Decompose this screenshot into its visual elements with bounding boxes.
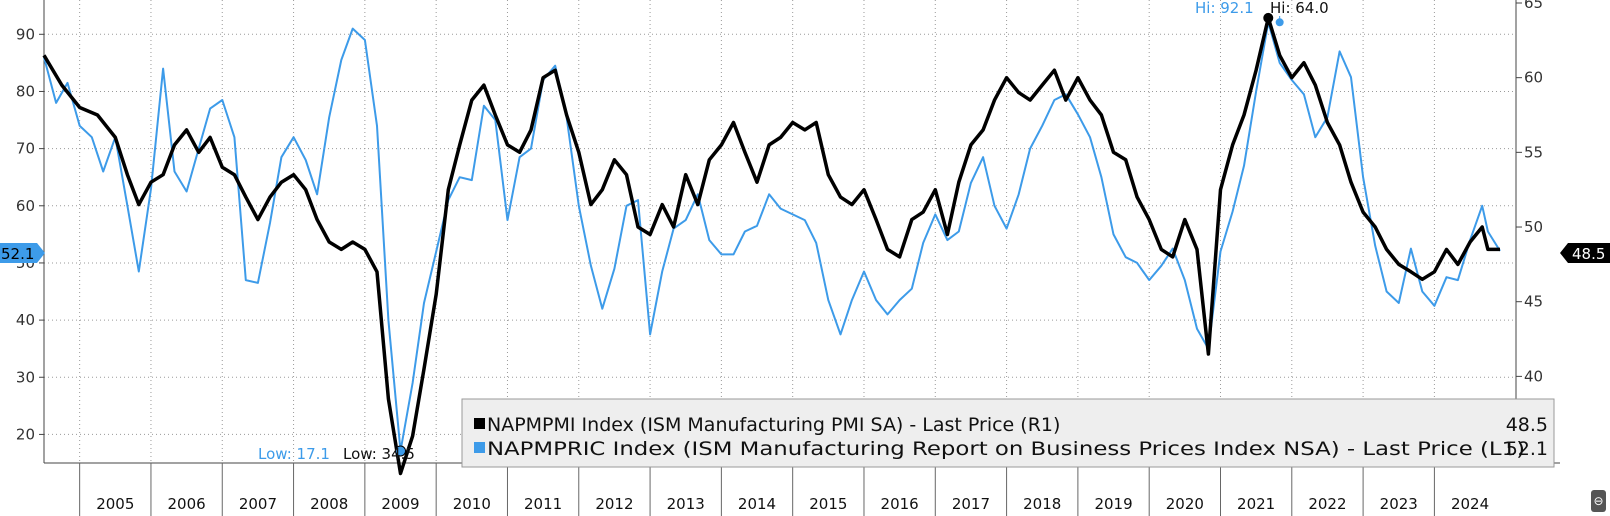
low-marker — [395, 445, 407, 457]
last-price-left-tag — [0, 243, 45, 263]
left-tick-label: 30 — [16, 368, 35, 386]
hi-pmi-marker — [1263, 12, 1274, 23]
hi-prices-annotation: Hi: 92.1 — [1195, 0, 1254, 17]
legend-value-pmi: 48.5 — [1506, 414, 1548, 436]
left-tick-label: 40 — [16, 311, 35, 329]
x-tick-label: 2010 — [453, 495, 491, 513]
x-tick-label: 2019 — [1094, 495, 1132, 513]
x-axis: 2005 2006 2007 2008 2009 2010 2011 2012 2013 2014… — [44, 462, 1560, 516]
x-tick-label: 2005 — [96, 495, 134, 513]
low-prices-annotation: Low: 17.1 — [258, 445, 330, 463]
legend-value-prices: 52.1 — [1506, 438, 1548, 460]
low-pmi-annotation: Low: 34.5 — [343, 445, 415, 463]
right-axis: 35404550556065 — [1515, 0, 1543, 463]
x-tick-label: 2021 — [1237, 495, 1275, 513]
right-tick-label: 40 — [1524, 367, 1543, 385]
right-tick-label: 50 — [1524, 218, 1543, 236]
left-tick-label: 60 — [16, 197, 35, 215]
left-tick-label: 20 — [16, 425, 35, 443]
legend: NAPMPMI Index (ISM Manufacturing PMI SA)… — [461, 398, 1555, 468]
left-tick-label: 80 — [16, 82, 35, 100]
x-tick-label: 2014 — [738, 495, 776, 513]
last-price-right-label: 48.5 — [1560, 243, 1610, 263]
right-tick-label: 45 — [1524, 293, 1543, 311]
hi-pmi-annotation: Hi: 64.0 — [1270, 0, 1329, 17]
x-tick-label: 2018 — [1023, 495, 1061, 513]
x-tick-label: 2023 — [1380, 495, 1418, 513]
x-tick-label: 2015 — [809, 495, 847, 513]
x-tick-label: 2022 — [1308, 495, 1346, 513]
last-price-right-text: 48.5 — [1572, 245, 1605, 263]
plot-background — [44, 0, 1560, 476]
x-tick-label: 2011 — [524, 495, 562, 513]
legend-box — [461, 398, 1555, 468]
last-price-left-label: 52.1 — [0, 243, 45, 263]
x-tick-label: 2016 — [881, 495, 919, 513]
x-tick-label: 2012 — [595, 495, 633, 513]
x-tick-label: 2017 — [952, 495, 990, 513]
x-tick-label: 2013 — [667, 495, 705, 513]
right-tick-label: 65 — [1524, 0, 1543, 12]
x-tick-label: 2024 — [1451, 495, 1489, 513]
x-tick-label: 2009 — [381, 495, 419, 513]
series-lines — [42, 16, 1501, 476]
right-tick-label: 55 — [1524, 143, 1543, 161]
series-line-pmi — [42, 16, 1500, 476]
last-price-left-text: 52.1 — [1, 245, 34, 263]
x-tick-label: 2007 — [239, 495, 277, 513]
hi-prices-marker — [1275, 18, 1284, 27]
series-line-prices — [43, 21, 1501, 452]
extreme-markers — [395, 12, 1284, 457]
zoom-out-icon: ⊖ — [1593, 494, 1604, 508]
last-price-right-tag — [1560, 243, 1610, 263]
zoom-out-button[interactable]: ⊖ — [1591, 490, 1606, 512]
legend-swatch-pmi — [474, 418, 485, 429]
right-tick-label: 60 — [1524, 69, 1543, 87]
x-tick-label: 2006 — [168, 495, 206, 513]
legend-label-pmi: NAPMPMI Index (ISM Manufacturing PMI SA)… — [487, 414, 1060, 436]
x-tick-label: 2020 — [1166, 495, 1204, 513]
legend-swatch-prices — [474, 442, 485, 453]
left-tick-label: 70 — [16, 140, 35, 158]
legend-label-prices: NAPMPRIC Index (ISM Manufacturing Report… — [487, 438, 1525, 460]
x-tick-label: 2008 — [310, 495, 348, 513]
left-axis: 2030405060708090 — [16, 0, 45, 463]
left-tick-label: 90 — [16, 25, 35, 43]
